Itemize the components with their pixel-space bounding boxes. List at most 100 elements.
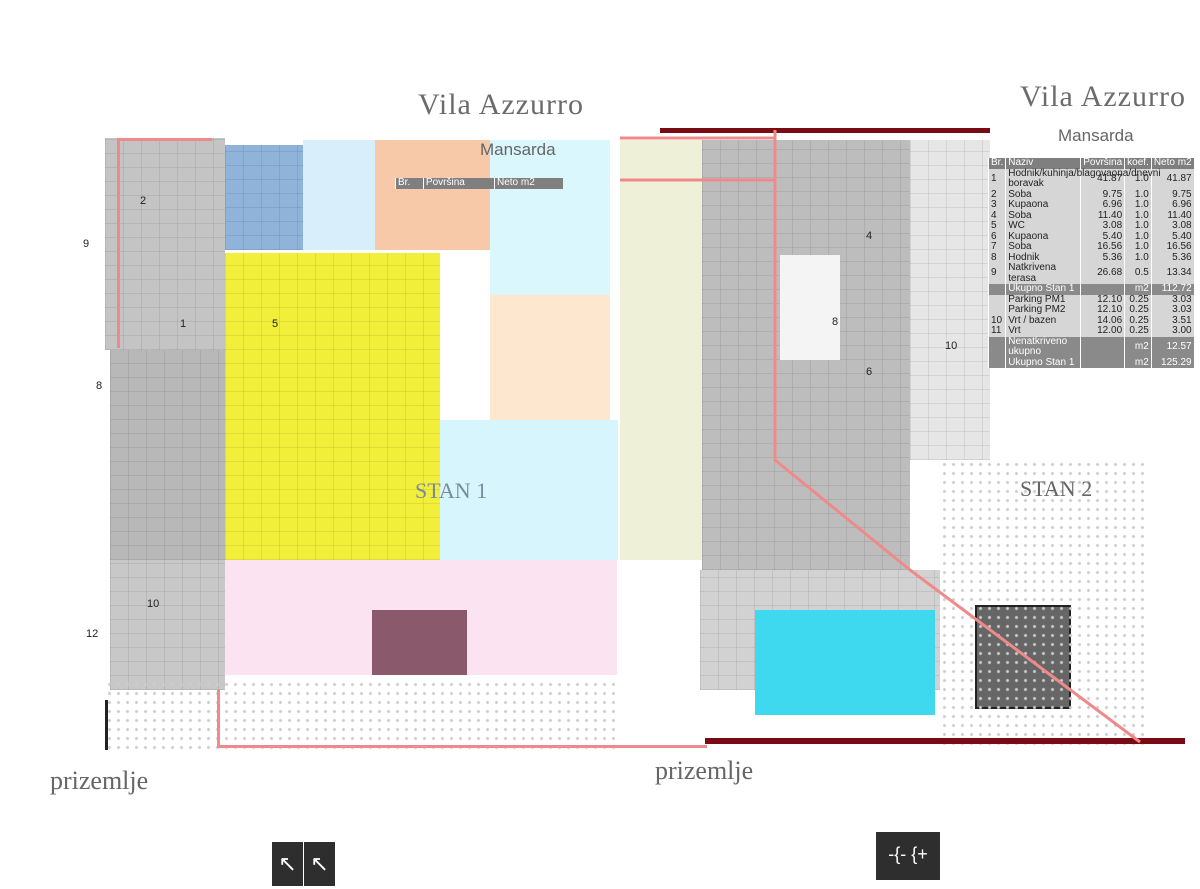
table-cell: 1.0 [1124,241,1152,253]
room-light-green [620,140,702,560]
room-light-blue [303,140,375,250]
table-cell: 1.0 [1124,189,1152,200]
room-yellow [225,253,440,560]
compass-icon: ↖ [304,842,335,886]
table-header: Naziv [1005,157,1081,169]
room-blue [225,145,303,250]
table-cell: 1 [987,168,1006,190]
table-row: 6 Kupaona 5.40 1.0 5.40 [987,231,1194,242]
room-number: 12 [86,628,99,640]
table-cell: Natkrivena terasa [1005,262,1081,284]
boundary-lines [620,130,1141,744]
table-row: 9 Natkrivena terasa 26.68 0.5 13.34 [987,262,1194,284]
table-cell: Kupaona [1005,231,1081,242]
table-cell: 41.87 [1150,168,1194,190]
area-table-left: Br. Površina Neto m2 [395,177,563,189]
table-cell: 1.0 [1124,231,1152,242]
table-cell: 14.06 [1080,315,1125,326]
table-cell: 3.08 [1150,220,1194,232]
garden-left [105,680,615,750]
wall-bottom [705,738,1185,744]
table-cell: 12.00 [1080,325,1125,337]
table-cell: Parking PM1 [1005,294,1081,305]
table-cell: 0.25 [1124,325,1152,337]
table-row: Ukupno Stan 1 m2 125.29 [987,357,1194,368]
table-cell: 2 [987,189,1006,200]
room-number: 8 [832,316,839,328]
right-floor-label: prizemlje [655,756,754,785]
table-cell: 26.68 [1080,263,1125,284]
table-cell: 12.10 [1080,304,1125,316]
table-cell: 3 [987,199,1006,211]
table-cell: 16.56 [1080,241,1125,253]
table-cell: 1.0 [1124,220,1152,232]
pool-right [755,610,935,715]
table-row: Ukupno Stan 1 m2 112.72 [987,283,1194,295]
table-cell [1080,357,1125,368]
table-cell: Kupaona [1005,199,1081,211]
table-cell: Soba [1005,210,1081,221]
table-cell [987,336,1006,358]
table-cell: WC [1005,220,1081,232]
table-cell: 11.40 [1080,210,1125,221]
table-cell: 4 [987,210,1006,221]
table-row: Nenatkriveno ukupno m2 12.57 [987,336,1194,358]
table-row: Parking PM2 12.10 0.25 3.03 [987,304,1194,316]
table-cell: 11 [987,325,1006,337]
room-textured [910,140,990,460]
table-cell: m2 [1124,336,1152,358]
left-subtitle: Mansarda [480,140,556,159]
table-cell [1080,336,1125,358]
table-row: 10 Vrt / bazen 14.06 0.25 3.51 [987,315,1194,326]
table-header: Površina [422,177,495,189]
room-light-cyan-bottom [440,420,618,560]
table-cell: 9 [987,263,1006,284]
room-number: 4 [866,230,873,242]
table-cell: 12.57 [1150,336,1194,358]
room-white [780,255,840,360]
garden-right [940,460,1150,750]
compass-icon: ↖ [272,842,303,886]
table-cell: 11.40 [1150,210,1194,221]
table-cell: 0.25 [1124,304,1152,316]
table-cell: 0.5 [1124,263,1152,284]
table-row: 5 WC 3.08 1.0 3.08 [987,220,1194,232]
table-cell: m2 [1124,357,1152,368]
table-row: 7 Soba 16.56 1.0 16.56 [987,241,1194,253]
table-cell: 7 [987,241,1006,253]
room-number: 9 [83,238,90,250]
table-cell: 0.25 [1124,315,1152,326]
table-cell: 9.75 [1150,189,1194,200]
table-cell: 3.51 [1150,315,1194,326]
compass-icon: -{- {+ [876,832,940,880]
table-cell: 3.03 [1150,294,1194,305]
room-gray-top-left [105,138,225,350]
pool-left [372,610,467,675]
table-cell: Hodnik [1005,252,1081,263]
table-cell: 41.87 [1080,168,1125,190]
table-header: Neto m2 [494,177,563,189]
table-cell: 12.10 [1080,294,1125,305]
table-cell: Hodnik/kuhinja/blagovaona/dnevni boravak [1005,168,1161,190]
room-orange [375,140,490,250]
room-number: 2 [140,195,147,207]
table-cell [987,284,1006,295]
table-cell: Soba [1005,241,1081,253]
right-subtitle: Mansarda [1058,126,1134,145]
table-cell: 0.25 [1124,294,1152,305]
table-cell: 6.96 [1080,199,1125,211]
right-title: Vila Azzurro [1020,80,1186,113]
table-cell: m2 [1124,283,1152,295]
boundary-line [217,745,707,748]
table-row: 11 Vrt 12.00 0.25 3.00 [987,325,1194,337]
table-row: 2 Soba 9.75 1.0 9.75 [987,189,1194,200]
table-cell [987,305,1006,316]
room-number: 10 [945,340,958,352]
table-header: Neto m2 [1150,157,1194,169]
table-cell: 5.36 [1080,252,1125,263]
table-cell: 13.34 [1150,263,1194,284]
table-row: 4 Soba 11.40 1.0 11.40 [987,210,1194,221]
table-cell [987,294,1006,305]
table-cell: Ukupno Stan 1 [1005,283,1081,295]
table-cell: 6 [987,231,1006,242]
